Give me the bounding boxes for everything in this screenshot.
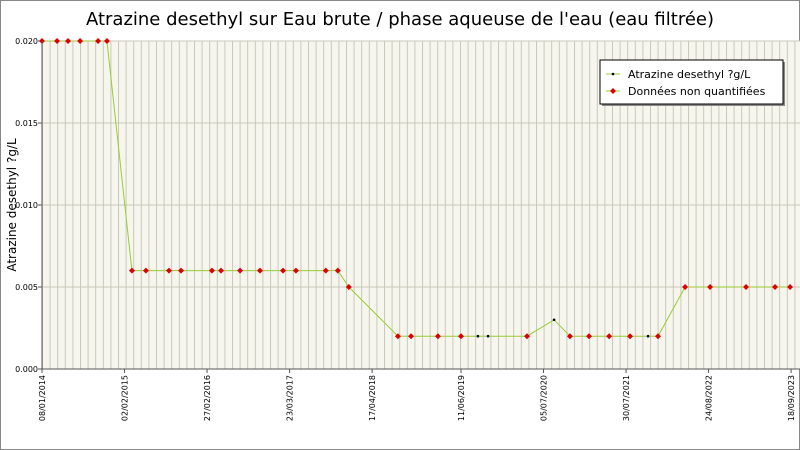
x-tick-label: 24/08/2022 xyxy=(705,375,714,421)
legend-marker xyxy=(610,88,616,94)
chart-title: Atrazine desethyl sur Eau brute / phase … xyxy=(86,9,714,30)
marker xyxy=(707,284,714,290)
marker xyxy=(566,333,573,340)
x-tick-label: 17/04/2018 xyxy=(368,375,377,421)
marker xyxy=(178,267,185,274)
marker xyxy=(655,333,662,340)
marker xyxy=(457,333,464,340)
marker xyxy=(165,267,172,274)
marker xyxy=(237,267,244,274)
marker xyxy=(95,38,102,44)
y-tick-label: 0.010 xyxy=(15,201,38,210)
marker xyxy=(256,267,263,274)
legend-box xyxy=(599,59,784,105)
marker xyxy=(142,267,149,274)
x-tick-label: 30/07/2021 xyxy=(622,375,631,421)
x-tick-label: 02/02/2015 xyxy=(121,375,130,421)
marker xyxy=(743,284,750,290)
marker xyxy=(54,38,61,44)
x-tick-label: 27/02/2016 xyxy=(203,375,212,421)
marker xyxy=(280,267,287,274)
marker xyxy=(77,38,84,44)
marker xyxy=(292,267,299,274)
y-tick-label: 0.015 xyxy=(15,119,38,128)
x-tick-label: 23/03/2017 xyxy=(286,375,295,421)
y-axis-label: Atrazine desethyl ?g/L xyxy=(5,138,19,272)
marker xyxy=(334,267,341,274)
legend-label: Données non quantifiées xyxy=(628,85,766,98)
x-tick-label: 08/01/2014 xyxy=(38,375,47,421)
marker xyxy=(218,267,225,274)
x-tick-label: 05/07/2020 xyxy=(540,375,549,421)
marker xyxy=(772,284,779,290)
marker xyxy=(682,284,689,290)
marker xyxy=(103,38,110,44)
marker xyxy=(476,334,480,338)
line-segment xyxy=(106,40,133,271)
marker xyxy=(787,284,794,290)
marker xyxy=(524,333,531,340)
marker xyxy=(322,267,329,274)
marker xyxy=(552,318,556,322)
line-segment xyxy=(553,319,571,337)
marker xyxy=(345,284,352,290)
line-segment xyxy=(348,286,399,337)
x-tick-label: 11/06/2019 xyxy=(457,375,466,421)
marker xyxy=(208,267,215,274)
marker xyxy=(627,333,634,340)
marker xyxy=(606,333,613,340)
line-segment xyxy=(337,270,350,288)
line-segment xyxy=(526,319,555,337)
marker xyxy=(65,38,72,44)
y-tick-label: 0.005 xyxy=(15,283,38,292)
legend-marker xyxy=(611,72,615,76)
marker xyxy=(646,334,650,338)
marker xyxy=(394,333,401,340)
marker xyxy=(434,333,441,340)
legend-label: Atrazine desethyl ?g/L xyxy=(628,68,751,81)
x-tick-label: 18/09/2023 xyxy=(787,375,796,421)
y-tick-label: 0.020 xyxy=(15,37,38,46)
marker xyxy=(128,267,135,274)
line-segment xyxy=(657,286,686,337)
y-tick-label: 0.000 xyxy=(15,365,38,374)
marker xyxy=(408,333,415,340)
marker xyxy=(486,334,490,338)
marker xyxy=(586,333,593,340)
